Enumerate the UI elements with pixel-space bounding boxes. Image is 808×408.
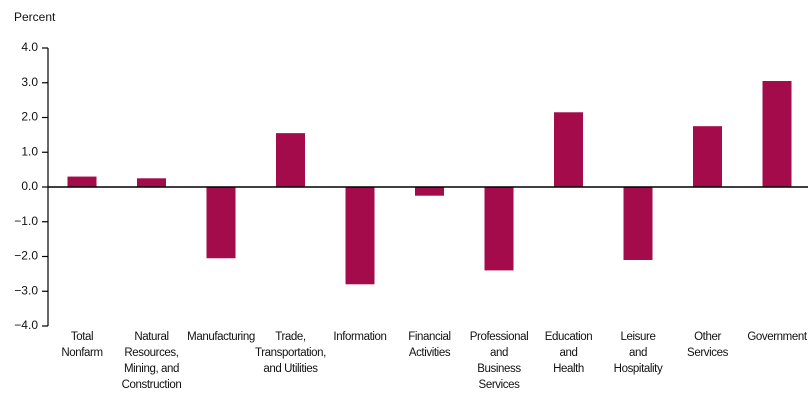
x-tick-label: Health [553, 363, 584, 375]
x-tick-label: Natural [134, 331, 168, 343]
bar [623, 187, 653, 260]
y-tick-label: 0.0 [21, 179, 38, 193]
bar [415, 187, 444, 196]
x-tick-label: Construction [122, 379, 182, 391]
y-tick-label: −2.0 [14, 249, 38, 263]
bar [554, 112, 583, 187]
x-tick-label: and Utilities [263, 363, 318, 375]
x-tick-label: Financial [408, 331, 450, 343]
x-tick-label: Total [71, 331, 93, 343]
bar [206, 187, 236, 259]
x-tick-label: Professional [470, 331, 528, 343]
x-tick-label: Information [333, 331, 386, 343]
x-tick-label: and [490, 347, 508, 359]
y-tick-label: 4.0 [21, 40, 38, 54]
x-tick-label: Transportation, [255, 347, 326, 359]
x-tick-label: Business [477, 363, 521, 375]
bar [276, 133, 305, 187]
x-tick-label: Mining, and [124, 363, 179, 375]
x-tick-label: Education [545, 331, 593, 343]
y-axis-label: Percent [14, 10, 56, 24]
x-tick-label: Manufacturing [187, 331, 255, 343]
y-tick-label: −4.0 [14, 318, 38, 332]
x-tick-label: Services [479, 379, 521, 391]
bar [762, 81, 792, 187]
x-tick-label: Other [694, 331, 721, 343]
bar [484, 187, 514, 271]
x-tick-label: and [629, 347, 647, 359]
bar [67, 176, 97, 187]
bar [345, 187, 375, 285]
x-tick-label: Resources, [124, 347, 178, 359]
x-tick-label: and [560, 347, 578, 359]
x-tick-label: Hospitality [614, 363, 663, 375]
y-tick-label: −1.0 [14, 214, 38, 228]
x-tick-label: Services [687, 347, 729, 359]
bar [693, 126, 722, 187]
x-tick-label: Trade, [275, 331, 306, 343]
x-tick-label: Leisure [621, 331, 656, 343]
x-tick-label: Activities [409, 347, 451, 359]
y-tick-label: 1.0 [21, 144, 38, 158]
y-tick-label: −3.0 [14, 283, 38, 297]
bar [137, 178, 166, 187]
y-tick-label: 2.0 [21, 110, 38, 124]
y-tick-label: 3.0 [21, 75, 38, 89]
x-tick-label: Government [747, 331, 807, 343]
x-tick-label: Nonfarm [61, 347, 102, 359]
